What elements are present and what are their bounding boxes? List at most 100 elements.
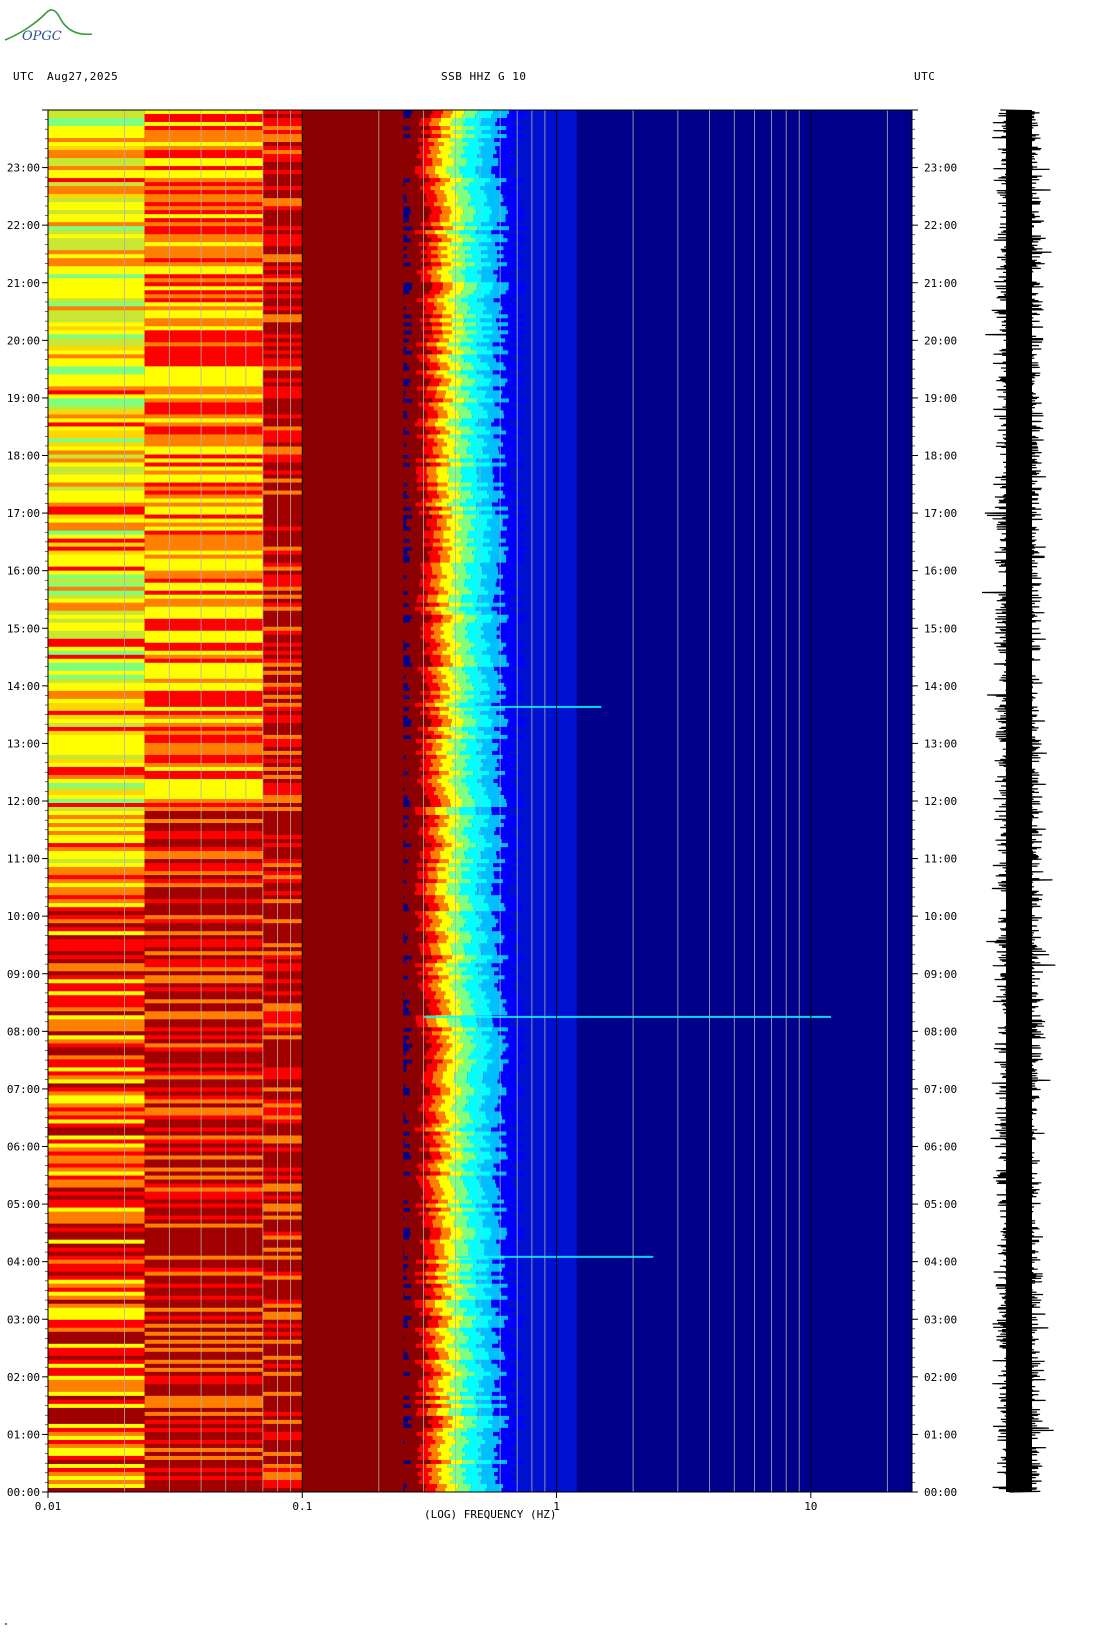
y-tick-label-right: 19:00	[924, 392, 957, 405]
spec-cell	[434, 1247, 445, 1253]
spec-cell	[476, 1175, 493, 1181]
spec-cell	[459, 590, 473, 596]
spec-cell	[302, 442, 404, 447]
spec-cell	[523, 1371, 577, 1377]
spec-cell	[48, 1275, 145, 1281]
spec-cell	[48, 598, 145, 604]
spec-cell	[262, 991, 303, 996]
spec-cell	[437, 474, 450, 480]
spec-cell	[48, 1095, 145, 1100]
spec-cell	[48, 550, 145, 556]
spec-cell	[396, 598, 417, 604]
spec-cell	[448, 602, 461, 608]
spec-cell	[509, 1259, 577, 1265]
spec-cell	[48, 1483, 145, 1489]
spec-cell	[428, 1383, 439, 1389]
spec-cell	[144, 582, 263, 588]
spec-cell	[430, 634, 441, 640]
spec-cell	[511, 242, 577, 247]
spec-cell	[456, 931, 470, 936]
spec-cell	[444, 847, 456, 852]
spec-cell	[494, 971, 512, 976]
spec-cell	[48, 931, 145, 936]
spec-cell	[473, 1035, 490, 1040]
spec-cell	[514, 1123, 577, 1128]
spec-cell	[432, 310, 443, 315]
spec-cell	[262, 798, 303, 804]
spec-cell	[483, 1071, 500, 1076]
spec-cell	[144, 210, 263, 215]
spec-cell	[516, 534, 577, 540]
spec-cell	[510, 354, 577, 359]
spec-cell	[463, 286, 477, 291]
spec-cell	[302, 1331, 404, 1337]
spec-cell	[468, 586, 485, 592]
spec-cell	[468, 438, 485, 443]
spec-cell	[302, 282, 404, 287]
spec-cell	[503, 1063, 521, 1068]
spec-cell	[483, 1367, 500, 1373]
spec-cell	[436, 1115, 446, 1120]
spec-cell	[434, 190, 445, 195]
spec-cell	[48, 1059, 145, 1064]
spec-cell	[441, 262, 451, 267]
spec-cell	[489, 218, 506, 223]
spec-cell	[415, 1399, 426, 1405]
spec-cell	[460, 1343, 477, 1349]
spec-cell	[459, 606, 476, 612]
spec-cell	[48, 602, 145, 608]
spec-cell	[465, 222, 482, 227]
spec-cell	[144, 346, 263, 351]
spec-cell	[302, 790, 404, 796]
spec-cell	[262, 1011, 303, 1016]
spec-cell	[437, 482, 448, 488]
spec-cell	[486, 1115, 503, 1120]
spec-cell	[508, 1027, 526, 1032]
spec-cell	[520, 198, 577, 203]
spec-cell	[400, 1451, 421, 1457]
spec-cell	[477, 226, 494, 231]
spec-cell	[526, 110, 577, 115]
spec-cell	[262, 558, 303, 564]
spec-cell	[435, 1259, 448, 1265]
spec-cell	[48, 406, 145, 411]
spec-cell	[511, 1107, 577, 1112]
spec-cell	[429, 358, 440, 363]
spec-cell	[48, 258, 145, 263]
spec-cell	[509, 466, 577, 472]
spec-cell	[144, 947, 263, 952]
spec-cell	[461, 538, 475, 544]
spec-cell	[441, 843, 452, 848]
spec-cell	[144, 811, 263, 816]
spec-cell	[455, 698, 469, 704]
spec-cell	[467, 1075, 484, 1080]
spec-cell	[441, 238, 452, 243]
spec-cell	[516, 1075, 577, 1080]
spec-cell	[517, 1191, 577, 1197]
spec-cell	[262, 374, 303, 379]
spec-cell	[262, 1195, 303, 1201]
spec-cell	[443, 226, 453, 231]
spec-cell	[514, 1103, 577, 1108]
spec-cell	[508, 1399, 577, 1405]
spec-cell	[475, 526, 492, 532]
spec-cell	[459, 170, 476, 175]
spec-cell	[461, 154, 478, 159]
spec-cell	[48, 1247, 145, 1253]
spec-cell	[144, 554, 263, 560]
spec-cell	[400, 258, 421, 263]
spec-cell	[450, 122, 464, 127]
spec-cell	[48, 803, 145, 808]
spec-cell	[461, 1131, 475, 1136]
spec-cell	[456, 1139, 470, 1144]
spec-cell	[517, 995, 577, 1000]
spec-cell	[508, 963, 577, 968]
spec-cell	[302, 1339, 404, 1345]
spec-cell	[447, 1351, 460, 1357]
spec-cell	[400, 855, 421, 860]
spec-cell	[465, 1363, 482, 1369]
spec-cell	[491, 803, 508, 808]
spec-cell	[521, 590, 577, 596]
spec-cell	[302, 1371, 404, 1377]
spec-cell	[302, 1443, 404, 1449]
